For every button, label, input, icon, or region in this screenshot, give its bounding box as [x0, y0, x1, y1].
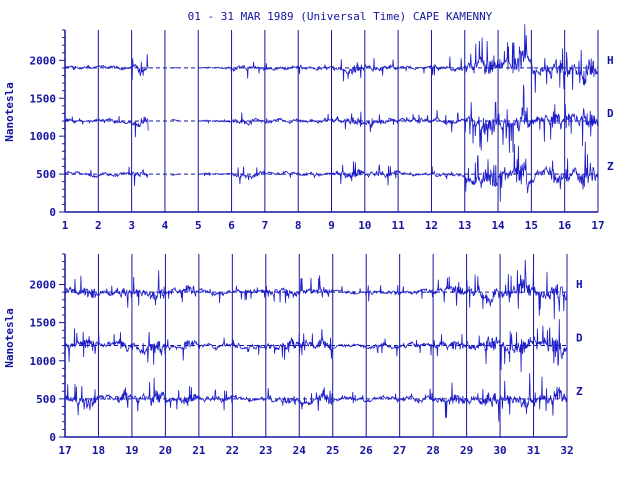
series-h-trace — [64, 24, 599, 93]
x-tick-label: 31 — [527, 444, 541, 457]
x-tick-label: 4 — [162, 219, 169, 232]
y-tick-label: 0 — [49, 431, 56, 444]
x-tick-label: 16 — [558, 219, 572, 232]
series-z-trace — [64, 141, 599, 202]
x-tick-label: 12 — [425, 219, 438, 232]
x-tick-label: 24 — [293, 444, 307, 457]
x-tick-label: 21 — [192, 444, 206, 457]
x-tick-label: 20 — [159, 444, 172, 457]
x-tick-label: 10 — [358, 219, 371, 232]
panel-bottom: 0 500 1000 1500 2000 17 18 19 20 21 22 23 24 25 26 27 28… — [30, 253, 583, 457]
series-z-trace — [64, 373, 568, 422]
y-tick-label: 2000 — [30, 279, 57, 292]
x-tick-label: 7 — [262, 219, 269, 232]
x-tick-label: 26 — [360, 444, 374, 457]
y-tick-label: 1000 — [30, 130, 57, 143]
x-tick-label: 5 — [195, 219, 202, 232]
x-tick-label: 25 — [326, 444, 339, 457]
y-tick-label: 1000 — [30, 355, 57, 368]
x-tick-label: 30 — [493, 444, 506, 457]
y-axis-label-top: Nanotesla — [3, 82, 16, 142]
x-tick-label: 6 — [228, 219, 235, 232]
x-tick-label: 22 — [226, 444, 239, 457]
x-tick-label: 14 — [491, 219, 505, 232]
x-tick-label: 9 — [328, 219, 335, 232]
y-tick-label: 500 — [36, 393, 56, 406]
x-tick-label: 2 — [95, 219, 102, 232]
series-d-trace — [64, 84, 599, 153]
component-label-d: D — [607, 107, 614, 120]
x-tick-label: 27 — [393, 444, 406, 457]
x-tick-label: 8 — [295, 219, 302, 232]
x-tick-label: 13 — [458, 219, 471, 232]
x-tick-label: 28 — [427, 444, 440, 457]
x-tick-label: 1 — [62, 219, 69, 232]
x-tick-label: 17 — [591, 219, 604, 232]
component-label-h: H — [576, 278, 583, 291]
y-tick-label: 2000 — [30, 54, 57, 67]
y-tick-label: 0 — [49, 206, 56, 219]
y-tick-label: 1500 — [30, 92, 57, 105]
component-label-z: Z — [607, 160, 614, 173]
x-tick-label: 18 — [92, 444, 105, 457]
x-tick-label: 3 — [128, 219, 135, 232]
x-tick-label: 11 — [392, 219, 406, 232]
chart-title: 01 - 31 MAR 1989 (Universal Time) CAPE K… — [188, 10, 493, 23]
y-tick-label: 1500 — [30, 317, 57, 330]
x-tick-label: 29 — [460, 444, 473, 457]
series-d-trace — [64, 319, 568, 373]
component-label-d: D — [576, 332, 583, 345]
component-label-z: Z — [576, 385, 583, 398]
series-h-trace — [64, 259, 568, 319]
y-axis-label-bottom: Nanotesla — [3, 308, 16, 368]
y-tick-label: 500 — [36, 168, 56, 181]
x-tick-label: 15 — [525, 219, 538, 232]
x-tick-label: 23 — [259, 444, 272, 457]
component-label-h: H — [607, 54, 614, 67]
x-tick-label: 19 — [125, 444, 138, 457]
x-tick-label: 32 — [560, 444, 573, 457]
x-tick-label: 17 — [58, 444, 71, 457]
